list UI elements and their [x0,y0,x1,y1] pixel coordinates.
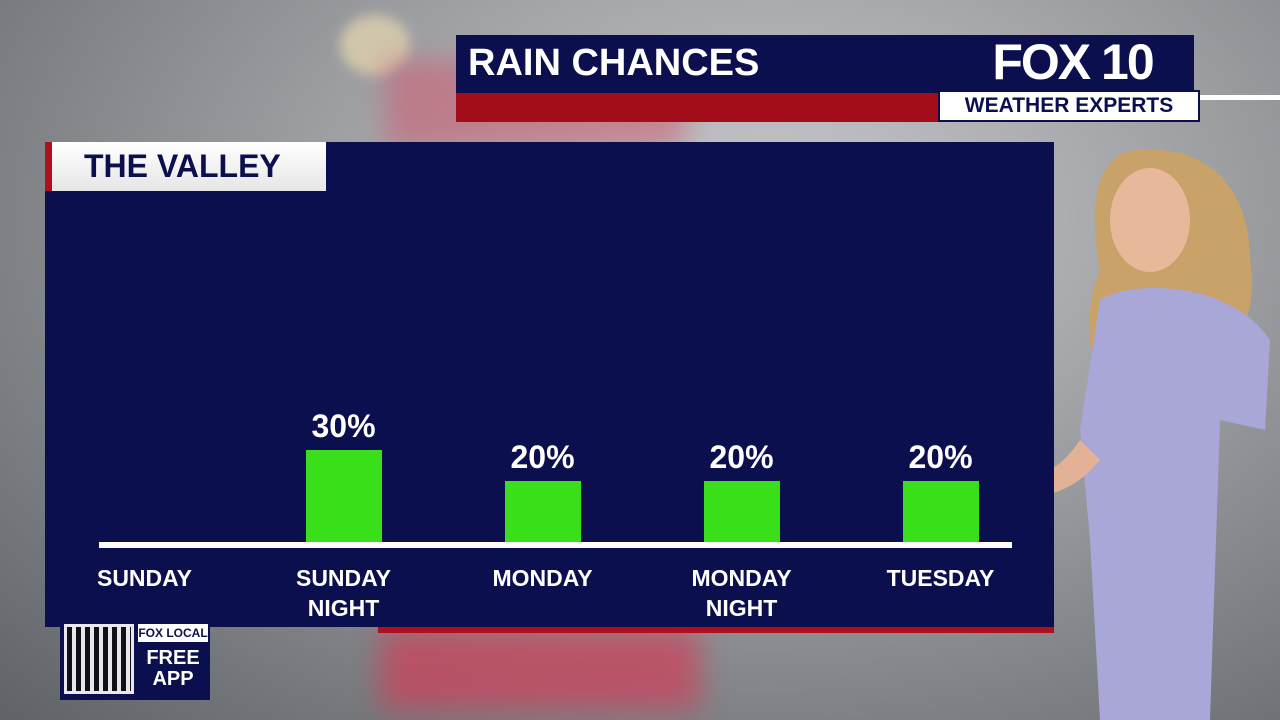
background-blur [380,630,700,710]
logo-tagline: WEATHER EXPERTS [938,90,1200,122]
panel-accent [378,627,1054,633]
qr-code [64,624,134,694]
value-label: 20% [908,438,973,475]
title-bar [456,35,1194,93]
chart-title: RAIN CHANCES [468,42,760,84]
title-accent [456,93,940,122]
x-tick-label: SUNDAY NIGHT [295,565,391,621]
baseline [99,542,1012,548]
bar [305,450,382,542]
value-label: 20% [709,438,774,475]
subtitle-accent [45,142,52,191]
chart-subtitle: THE VALLEY [52,142,326,191]
value-label: 20% [510,438,575,475]
value-label: 30% [311,408,376,444]
rule [1200,95,1280,100]
app-brand: FOX LOCAL [138,624,208,642]
x-tick-label: MONDAY [492,565,593,591]
presenter [990,149,1270,720]
x-tick-label: MONDAY NIGHT [691,565,792,621]
app-text: FREE APP [146,647,200,690]
x-tick-label: SUNDAY [96,565,192,591]
bar [504,480,581,542]
x-tick-label: TUESDAY [886,565,995,591]
logo: FOX 10 [992,34,1154,90]
bar [703,480,780,542]
bar [902,480,979,542]
